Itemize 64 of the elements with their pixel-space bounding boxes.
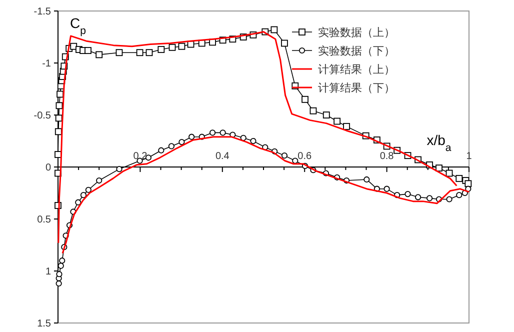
- y-tick-label: 1.5: [37, 318, 52, 330]
- point: [436, 164, 442, 172]
- point: [146, 49, 153, 56]
- x-tick-label: 1: [466, 151, 472, 162]
- point: [456, 174, 463, 182]
- point: [178, 42, 186, 50]
- point: [178, 138, 185, 146]
- point: [158, 46, 165, 53]
- point: [96, 51, 103, 58]
- point: [70, 42, 78, 50]
- point: [56, 280, 62, 287]
- point: [209, 130, 216, 136]
- point: [364, 176, 370, 183]
- point: [136, 49, 144, 56]
- point: [414, 194, 422, 200]
- point: [56, 271, 62, 278]
- point: [302, 96, 308, 103]
- point: [54, 128, 62, 136]
- point: [456, 192, 462, 198]
- point: [56, 90, 64, 98]
- point: [96, 177, 102, 184]
- point: [75, 199, 82, 206]
- point: [281, 40, 288, 47]
- legend-label: 计算结果（下）: [318, 81, 395, 94]
- point: [426, 195, 433, 202]
- point: [343, 122, 350, 130]
- legend-label: 计算结果（上）: [318, 62, 395, 76]
- legend-label: 实验数据（下）: [318, 44, 395, 58]
- point: [322, 112, 330, 118]
- point: [80, 192, 87, 198]
- point: [404, 190, 411, 198]
- point: [59, 258, 66, 264]
- y-tick-label: -1.5: [34, 6, 52, 18]
- y-tick-label: 0: [45, 162, 52, 174]
- x-tick-label: 0.8: [380, 151, 394, 162]
- point: [168, 44, 176, 51]
- y-axis-title: C$_{p}$: [70, 15, 86, 37]
- y-tick-label: 0.5: [37, 214, 52, 226]
- x-tick-label: 0.6: [298, 151, 312, 162]
- point: [334, 118, 341, 125]
- point: [56, 102, 63, 110]
- point: [158, 147, 164, 154]
- x-tick-label: 0.4: [215, 151, 230, 162]
- legend-label: 实验数据（上）: [318, 26, 395, 39]
- point: [220, 130, 226, 136]
- point: [270, 26, 278, 34]
- point: [292, 158, 298, 164]
- point: [464, 180, 472, 188]
- x-axis-title: x/b$_{a}$: [426, 132, 452, 154]
- y-tick-label: 1: [45, 266, 52, 278]
- point: [84, 47, 92, 54]
- y-tick-label: -0.5: [34, 110, 52, 122]
- point: [55, 114, 62, 122]
- point: [116, 49, 123, 56]
- point: [446, 196, 452, 202]
- point: [188, 134, 195, 140]
- point: [168, 143, 174, 150]
- y-tick-label: -1: [42, 58, 52, 70]
- point: [250, 138, 256, 144]
- point: [281, 152, 288, 159]
- point: [85, 186, 92, 193]
- point: [116, 166, 122, 172]
- point: [310, 107, 317, 114]
- point: [384, 186, 390, 192]
